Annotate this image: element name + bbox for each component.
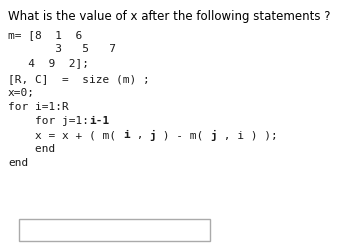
Text: i-1: i-1	[89, 116, 109, 126]
Text: m= [8  1  6: m= [8 1 6	[8, 30, 82, 40]
Text: What is the value of x after the following statements ?: What is the value of x after the followi…	[8, 10, 330, 23]
Text: ,: ,	[130, 130, 150, 140]
Text: 4  9  2];: 4 9 2];	[8, 58, 89, 68]
Text: j: j	[210, 130, 217, 141]
Bar	[19, 219, 210, 241]
Text: x=0;: x=0;	[8, 88, 35, 98]
Text: end: end	[8, 158, 28, 168]
Text: [R, C]  =  size (m) ;: [R, C] = size (m) ;	[8, 74, 150, 84]
Text: end: end	[8, 144, 55, 154]
Text: ) - m(: ) - m(	[156, 130, 210, 140]
Text: j: j	[150, 130, 156, 141]
Text: , i ) );: , i ) );	[217, 130, 278, 140]
Text: for j=1:: for j=1:	[8, 116, 89, 126]
Text: x = x + ( m(: x = x + ( m(	[8, 130, 123, 140]
Text: for i=1:R: for i=1:R	[8, 102, 69, 112]
Text: i: i	[123, 130, 130, 140]
Text: 3   5   7: 3 5 7	[8, 44, 116, 54]
